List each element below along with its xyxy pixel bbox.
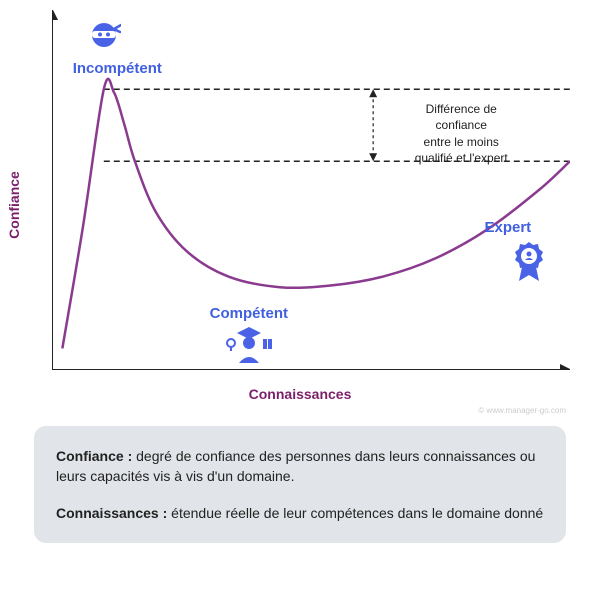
expert-label: Expert: [484, 219, 531, 236]
chart-plot: Incompétent Compétent Expert Différence …: [52, 10, 570, 370]
incompetent-label: Incompétent: [73, 60, 162, 77]
annotation-line3: qualifié et l'expert: [415, 151, 508, 165]
x-axis-label: Connaissances: [249, 386, 352, 402]
legend-confiance: Confiance : degré de confiance des perso…: [56, 446, 544, 487]
competent-label: Compétent: [210, 305, 288, 322]
annotation-line1: Différence de confiance: [426, 102, 497, 132]
legend-box: Confiance : degré de confiance des perso…: [34, 426, 566, 543]
attribution: © www.manager-go.com: [478, 406, 566, 415]
legend-connaissances: Connaissances : étendue réelle de leur c…: [56, 503, 544, 523]
legend-confiance-label: Confiance :: [56, 448, 132, 464]
expert-icon: [510, 241, 548, 283]
legend-connaissances-text: étendue réelle de leur compétences dans …: [167, 505, 543, 521]
chart-container: Confiance Incompétent Compétent Expert D…: [30, 10, 570, 400]
y-axis-label: Confiance: [6, 171, 22, 239]
confidence-gap-annotation: Différence de confiance entre le moins q…: [407, 101, 516, 166]
incompetent-icon: [87, 17, 121, 51]
legend-connaissances-label: Connaissances :: [56, 505, 167, 521]
annotation-line2: entre le moins: [424, 135, 499, 149]
competent-icon: [225, 325, 273, 365]
